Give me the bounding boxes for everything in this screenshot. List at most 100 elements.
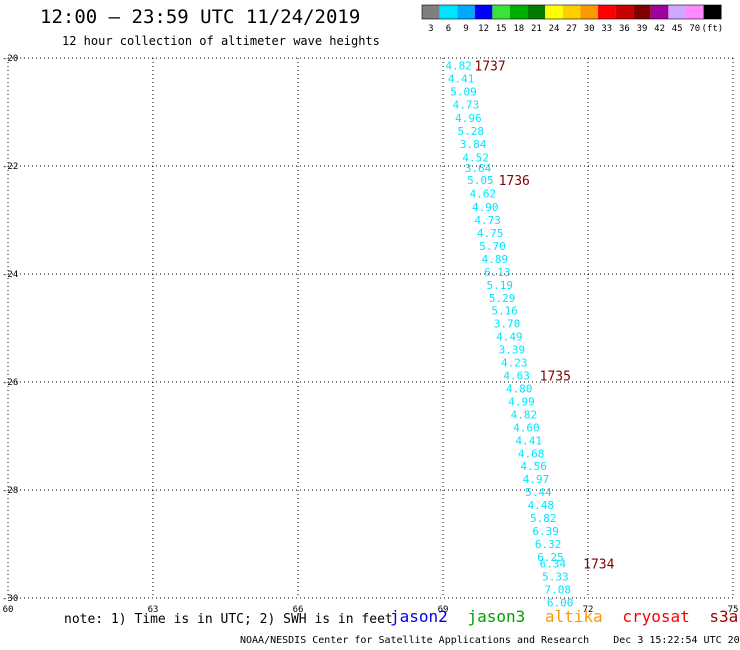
wave-height-label: 4.48 [528, 499, 555, 512]
wave-height-label: 4.89 [482, 253, 509, 266]
color-scale-label: 70 [689, 24, 700, 34]
color-scale-swatch [527, 5, 546, 19]
wave-height-label: 6.13 [484, 266, 511, 279]
wave-height-label: 4.60 [513, 421, 540, 434]
color-scale-swatch [422, 5, 440, 19]
color-scale-label: 12 [478, 24, 489, 34]
color-scale-swatch [439, 5, 458, 19]
x-tick-label: 72 [583, 605, 594, 615]
color-scale-label: 15 [496, 24, 507, 34]
color-scale-label: 45 [672, 24, 683, 34]
wave-height-label: 5.44 [525, 486, 552, 499]
wave-height-label: 4.23 [501, 357, 528, 370]
wave-height-label: 5.19 [487, 279, 514, 292]
wave-height-label: 5.29 [489, 292, 515, 305]
wave-height-label: 5.05 [467, 174, 494, 187]
y-tick-label: -30 [2, 594, 18, 604]
y-tick-label: -26 [2, 378, 18, 388]
color-scale-label: 6 [446, 24, 451, 34]
color-scale-swatch [545, 5, 563, 19]
timestamp: Dec 3 15:22:54 UTC 2019 [613, 635, 740, 646]
wave-height-label: 5.33 [542, 570, 569, 583]
credit-line: NOAA/NESDIS Center for Satellite Applica… [240, 635, 740, 646]
wave-height-label: 6.39 [532, 525, 559, 538]
wave-height-label: 4.73 [474, 214, 501, 227]
x-tick-label: 69 [438, 605, 449, 615]
x-tick-label: 75 [728, 605, 739, 615]
wave-height-label: 3.70 [494, 318, 521, 331]
color-scale-swatch [457, 5, 475, 19]
mission-legend: jason2 jason3 altika cryosat s3a [390, 607, 740, 626]
wave-height-label: 4.80 [506, 382, 533, 395]
wave-height-label: 4.73 [453, 98, 480, 111]
wave-height-label: 4.99 [508, 395, 535, 408]
wave-height-label: 4.75 [477, 227, 504, 240]
color-scale-label: 9 [463, 24, 468, 34]
color-scale-label: 27 [566, 24, 577, 34]
color-scale-swatch [686, 5, 704, 19]
pass-time-annotation: 1735 [540, 370, 571, 385]
wave-height-label: 5.70 [479, 240, 506, 253]
mission-cryosat: cryosat [622, 607, 690, 626]
wave-height-label: 6.25 [537, 551, 564, 564]
wave-height-label: 4.82 [511, 408, 537, 421]
x-tick-label: 60 [3, 605, 14, 615]
color-scale-label: 36 [619, 24, 630, 34]
wave-height-label: 4.41 [516, 434, 543, 447]
color-scale-swatch [633, 5, 651, 19]
color-scale-swatch [703, 5, 722, 19]
wave-height-label: 4.96 [455, 112, 482, 125]
wave-height-label: 4.56 [520, 460, 547, 473]
color-scale-swatch [474, 5, 493, 19]
credit-text: NOAA/NESDIS Center for Satellite Applica… [240, 635, 590, 646]
color-scale-swatch [650, 5, 669, 19]
mission-jason3: jason3 [467, 607, 526, 626]
wave-height-label: 4.52 [462, 151, 489, 164]
color-scale-swatch [580, 5, 598, 19]
color-scale-label: 42 [654, 24, 665, 34]
mission-altika: altika [544, 607, 603, 626]
chart-subtitle: 12 hour collection of altimeter wave hei… [62, 34, 380, 48]
x-tick-label: 63 [148, 605, 159, 615]
x-tick-label: 66 [293, 605, 304, 615]
color-scale-label: 39 [637, 24, 648, 34]
color-scale-label: 24 [549, 24, 560, 34]
color-scale-label: (ft) [702, 24, 724, 34]
wave-height-label: 4.68 [518, 447, 545, 460]
wave-height-label: 4.49 [496, 331, 522, 344]
wave-height-label: 4.41 [448, 73, 475, 86]
wave-height-label: 3.64 [465, 162, 492, 175]
mission-jason2: jason2 [390, 607, 448, 626]
y-tick-label: -28 [2, 486, 18, 496]
color-scale-swatch [615, 5, 634, 19]
color-scale-frame [421, 4, 722, 20]
wave-height-label: 4.62 [470, 188, 497, 201]
y-tick-label: -20 [2, 54, 18, 64]
color-scale-swatch [668, 5, 686, 19]
color-scale-swatch [598, 5, 616, 19]
color-scale-label: 3 [428, 24, 433, 34]
wave-height-label: 3.39 [499, 344, 526, 357]
wave-height-label: 4.82 [445, 60, 472, 73]
color-scale-label: 30 [584, 24, 595, 34]
pass-time-annotation: 1737 [474, 60, 505, 75]
chart-title: 12:00 – 23:59 UTC 11/24/2019 [40, 6, 361, 28]
wave-height-label: 5.82 [530, 512, 557, 525]
pass-time-annotation: 1736 [499, 174, 530, 189]
wave-height-label: 4.90 [472, 201, 499, 214]
pass-time-annotation: 1734 [583, 557, 614, 572]
color-scale-swatch [562, 5, 581, 19]
wave-height-label: 3.84 [460, 138, 487, 151]
wave-height-label: 5.09 [450, 85, 477, 98]
wave-height-label: 4.97 [523, 473, 550, 486]
wave-height-label: 6.00 [547, 596, 574, 609]
color-scale-swatch [492, 5, 510, 19]
wave-height-label: 5.28 [458, 125, 485, 138]
wave-height-label: 4.63 [503, 370, 529, 383]
wave-height-label: 7.08 [545, 583, 572, 596]
y-tick-label: -22 [2, 162, 18, 172]
color-scale-label: 33 [601, 24, 612, 34]
color-scale-label: 18 [513, 24, 524, 34]
footer-note: note: 1) Time is in UTC; 2) SWH is in fe… [64, 612, 393, 627]
